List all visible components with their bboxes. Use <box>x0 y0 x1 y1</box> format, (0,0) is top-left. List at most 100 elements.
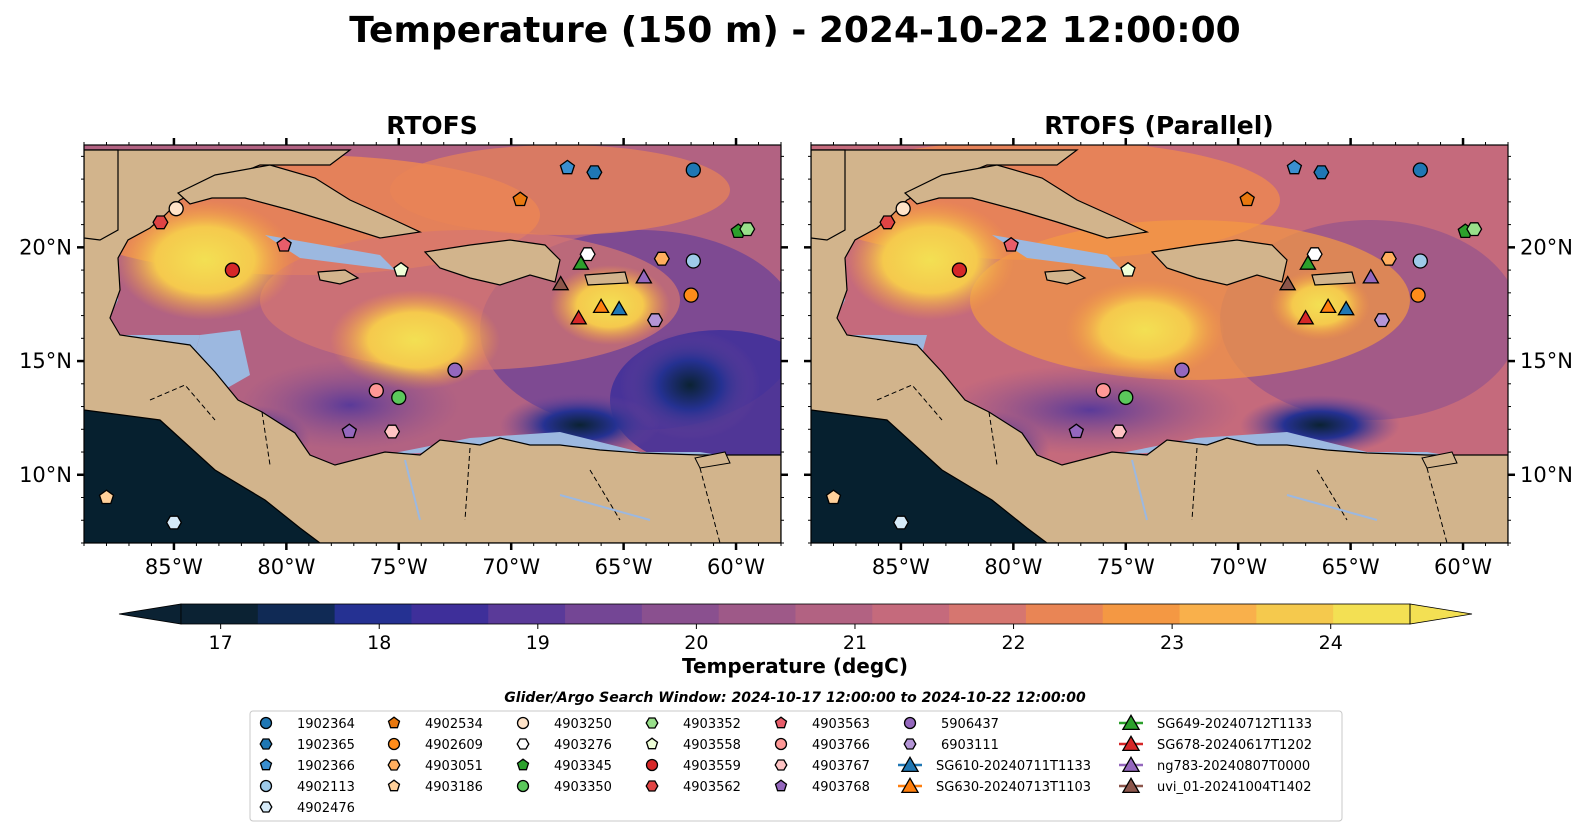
legend-marker-4903345 <box>516 758 530 771</box>
temperature-field-rtofs <box>84 145 781 543</box>
colorbar-segment <box>1333 604 1411 624</box>
platform-marker-4903562 <box>152 215 169 230</box>
platform-marker-SG630-20240713T1103 <box>1319 297 1337 314</box>
legend-marker-4903562 <box>645 780 659 792</box>
platform-marker-1902366 <box>1286 159 1303 175</box>
legend-label: ng783-20240807T0000 <box>1157 759 1310 774</box>
platform-marker-1902364 <box>1412 162 1428 178</box>
legend-marker-1902366 <box>259 758 273 771</box>
platform-marker-4902609 <box>1410 287 1426 303</box>
platform-marker-4903352 <box>1466 222 1483 237</box>
colorbar-tick-label: 23 <box>1160 632 1184 654</box>
legend-marker-4902476 <box>259 801 273 813</box>
platform-marker-4903051 <box>1380 251 1397 266</box>
colorbar-label: Temperature (degC) <box>682 654 908 678</box>
legend-marker-uvi_01-20241004T1402 <box>1121 776 1141 794</box>
figure-title: Temperature (150 m) - 2024-10-22 12:00:0… <box>349 10 1240 51</box>
legend-label: 4902534 <box>425 717 483 732</box>
legend-marker-4903051 <box>387 759 401 771</box>
temperature-field-rtofs-parallel <box>811 145 1508 543</box>
lon-tick-label: 75°W <box>1097 555 1155 579</box>
platform-marker-4903276 <box>579 247 596 262</box>
platform-marker-4903766 <box>1095 382 1111 399</box>
legend-label: 4903766 <box>812 738 870 753</box>
legend-label: 4903276 <box>554 738 612 753</box>
legend-marker-SG610-20240711T1133 <box>900 755 920 773</box>
legend-label: 4903558 <box>683 738 741 753</box>
platform-marker-6903111 <box>646 313 664 328</box>
lon-tick-label: 80°W <box>984 555 1042 579</box>
platform-marker-4903352 <box>739 222 756 237</box>
platform-marker-4902534 <box>512 191 528 207</box>
platform-marker-4903559 <box>224 262 241 278</box>
platform-marker-4903767 <box>383 424 401 439</box>
colorbar-segment <box>334 604 412 624</box>
legend-marker-4902609 <box>387 737 401 751</box>
platform-marker-4902113 <box>1412 253 1428 269</box>
lon-tick-label: 85°W <box>872 555 930 579</box>
lat-tick-label: 20°N <box>1520 235 1573 259</box>
colorbar-segment <box>718 604 796 624</box>
platform-marker-4902534 <box>1239 191 1255 207</box>
colorbar-tick-label: 18 <box>367 632 391 654</box>
platform-marker-4903768 <box>1068 423 1085 439</box>
platform-marker-4902476 <box>892 515 910 530</box>
colorbar-extend-low <box>118 603 182 625</box>
platform-markers-rtofs <box>98 159 756 530</box>
platform-marker-4903051 <box>653 251 670 266</box>
colorbar-segment <box>488 604 566 624</box>
legend-marker-4902534 <box>387 716 401 729</box>
legend-label: SG649-20240712T1133 <box>1157 717 1312 732</box>
search-window-caption: Glider/Argo Search Window: 2024-10-17 12… <box>504 690 1086 706</box>
legend-label: 4903250 <box>554 717 612 732</box>
legend-label: 4903768 <box>812 780 870 795</box>
legend-marker-4903186 <box>387 779 401 792</box>
platform-marker-4903563 <box>1003 236 1019 252</box>
platform-marker-SG610-20240711T1133 <box>1337 300 1355 316</box>
lon-tick-label: 85°W <box>145 555 203 579</box>
colorbar-tick-label: 24 <box>1319 632 1343 654</box>
platform-marker-4903767 <box>1110 424 1128 439</box>
legend-marker-4903559 <box>645 758 659 772</box>
colorbar-tick-label: 21 <box>843 632 867 654</box>
platform-marker-4903559 <box>951 262 968 278</box>
platform-marker-4903250 <box>168 201 184 217</box>
platform-marker-4902476 <box>165 515 183 530</box>
platform-marker-4903350 <box>391 389 407 406</box>
legend-marker-4903350 <box>516 779 530 793</box>
platform-marker-4903250 <box>895 201 911 217</box>
legend-label: 1902365 <box>297 738 355 753</box>
legend-marker-SG678-20240617T1202 <box>1121 734 1141 752</box>
legend: 1902364 1902365 1902366 4902113 4902476 49025… <box>259 713 1312 816</box>
platform-marker-ng783-20240807T0000 <box>635 268 653 284</box>
colorbar-segment <box>949 604 1027 624</box>
platform-marker-5906437 <box>447 362 463 378</box>
colorbar-segment <box>1025 604 1104 624</box>
legend-label: 4903350 <box>554 780 612 795</box>
platform-marker-4903558 <box>1120 261 1136 277</box>
lon-tick-label: 65°W <box>1322 555 1380 579</box>
platform-marker-4903562 <box>879 215 896 230</box>
lon-tick-label: 60°W <box>707 555 765 579</box>
platform-marker-SG610-20240711T1133 <box>610 300 628 316</box>
legend-label: 4903563 <box>812 717 870 732</box>
legend-marker-1902365 <box>259 738 273 750</box>
platform-marker-SG649-20240712T1133 <box>572 254 590 270</box>
map-panel-rtofs: RTOFS <box>19 111 788 579</box>
platform-markers-rtofs-parallel <box>825 159 1483 530</box>
legend-marker-4903276 <box>516 738 530 750</box>
platform-marker-4902113 <box>685 253 701 269</box>
platform-marker-4903186 <box>825 489 842 505</box>
colorbar-segment <box>1179 604 1257 624</box>
platform-marker-4903276 <box>1306 247 1323 262</box>
colorbar-segment <box>181 604 259 624</box>
legend-marker-SG649-20240712T1133 <box>1121 713 1141 731</box>
legend-label: 4903767 <box>812 759 870 774</box>
legend-label: 4902476 <box>297 801 355 816</box>
platform-marker-5906437 <box>1174 362 1190 378</box>
lat-tick-label: 15°N <box>19 349 72 373</box>
legend-label: SG678-20240617T1202 <box>1157 738 1312 753</box>
legend-label: 4903562 <box>683 780 741 795</box>
platform-marker-SG678-20240617T1202 <box>569 309 588 325</box>
